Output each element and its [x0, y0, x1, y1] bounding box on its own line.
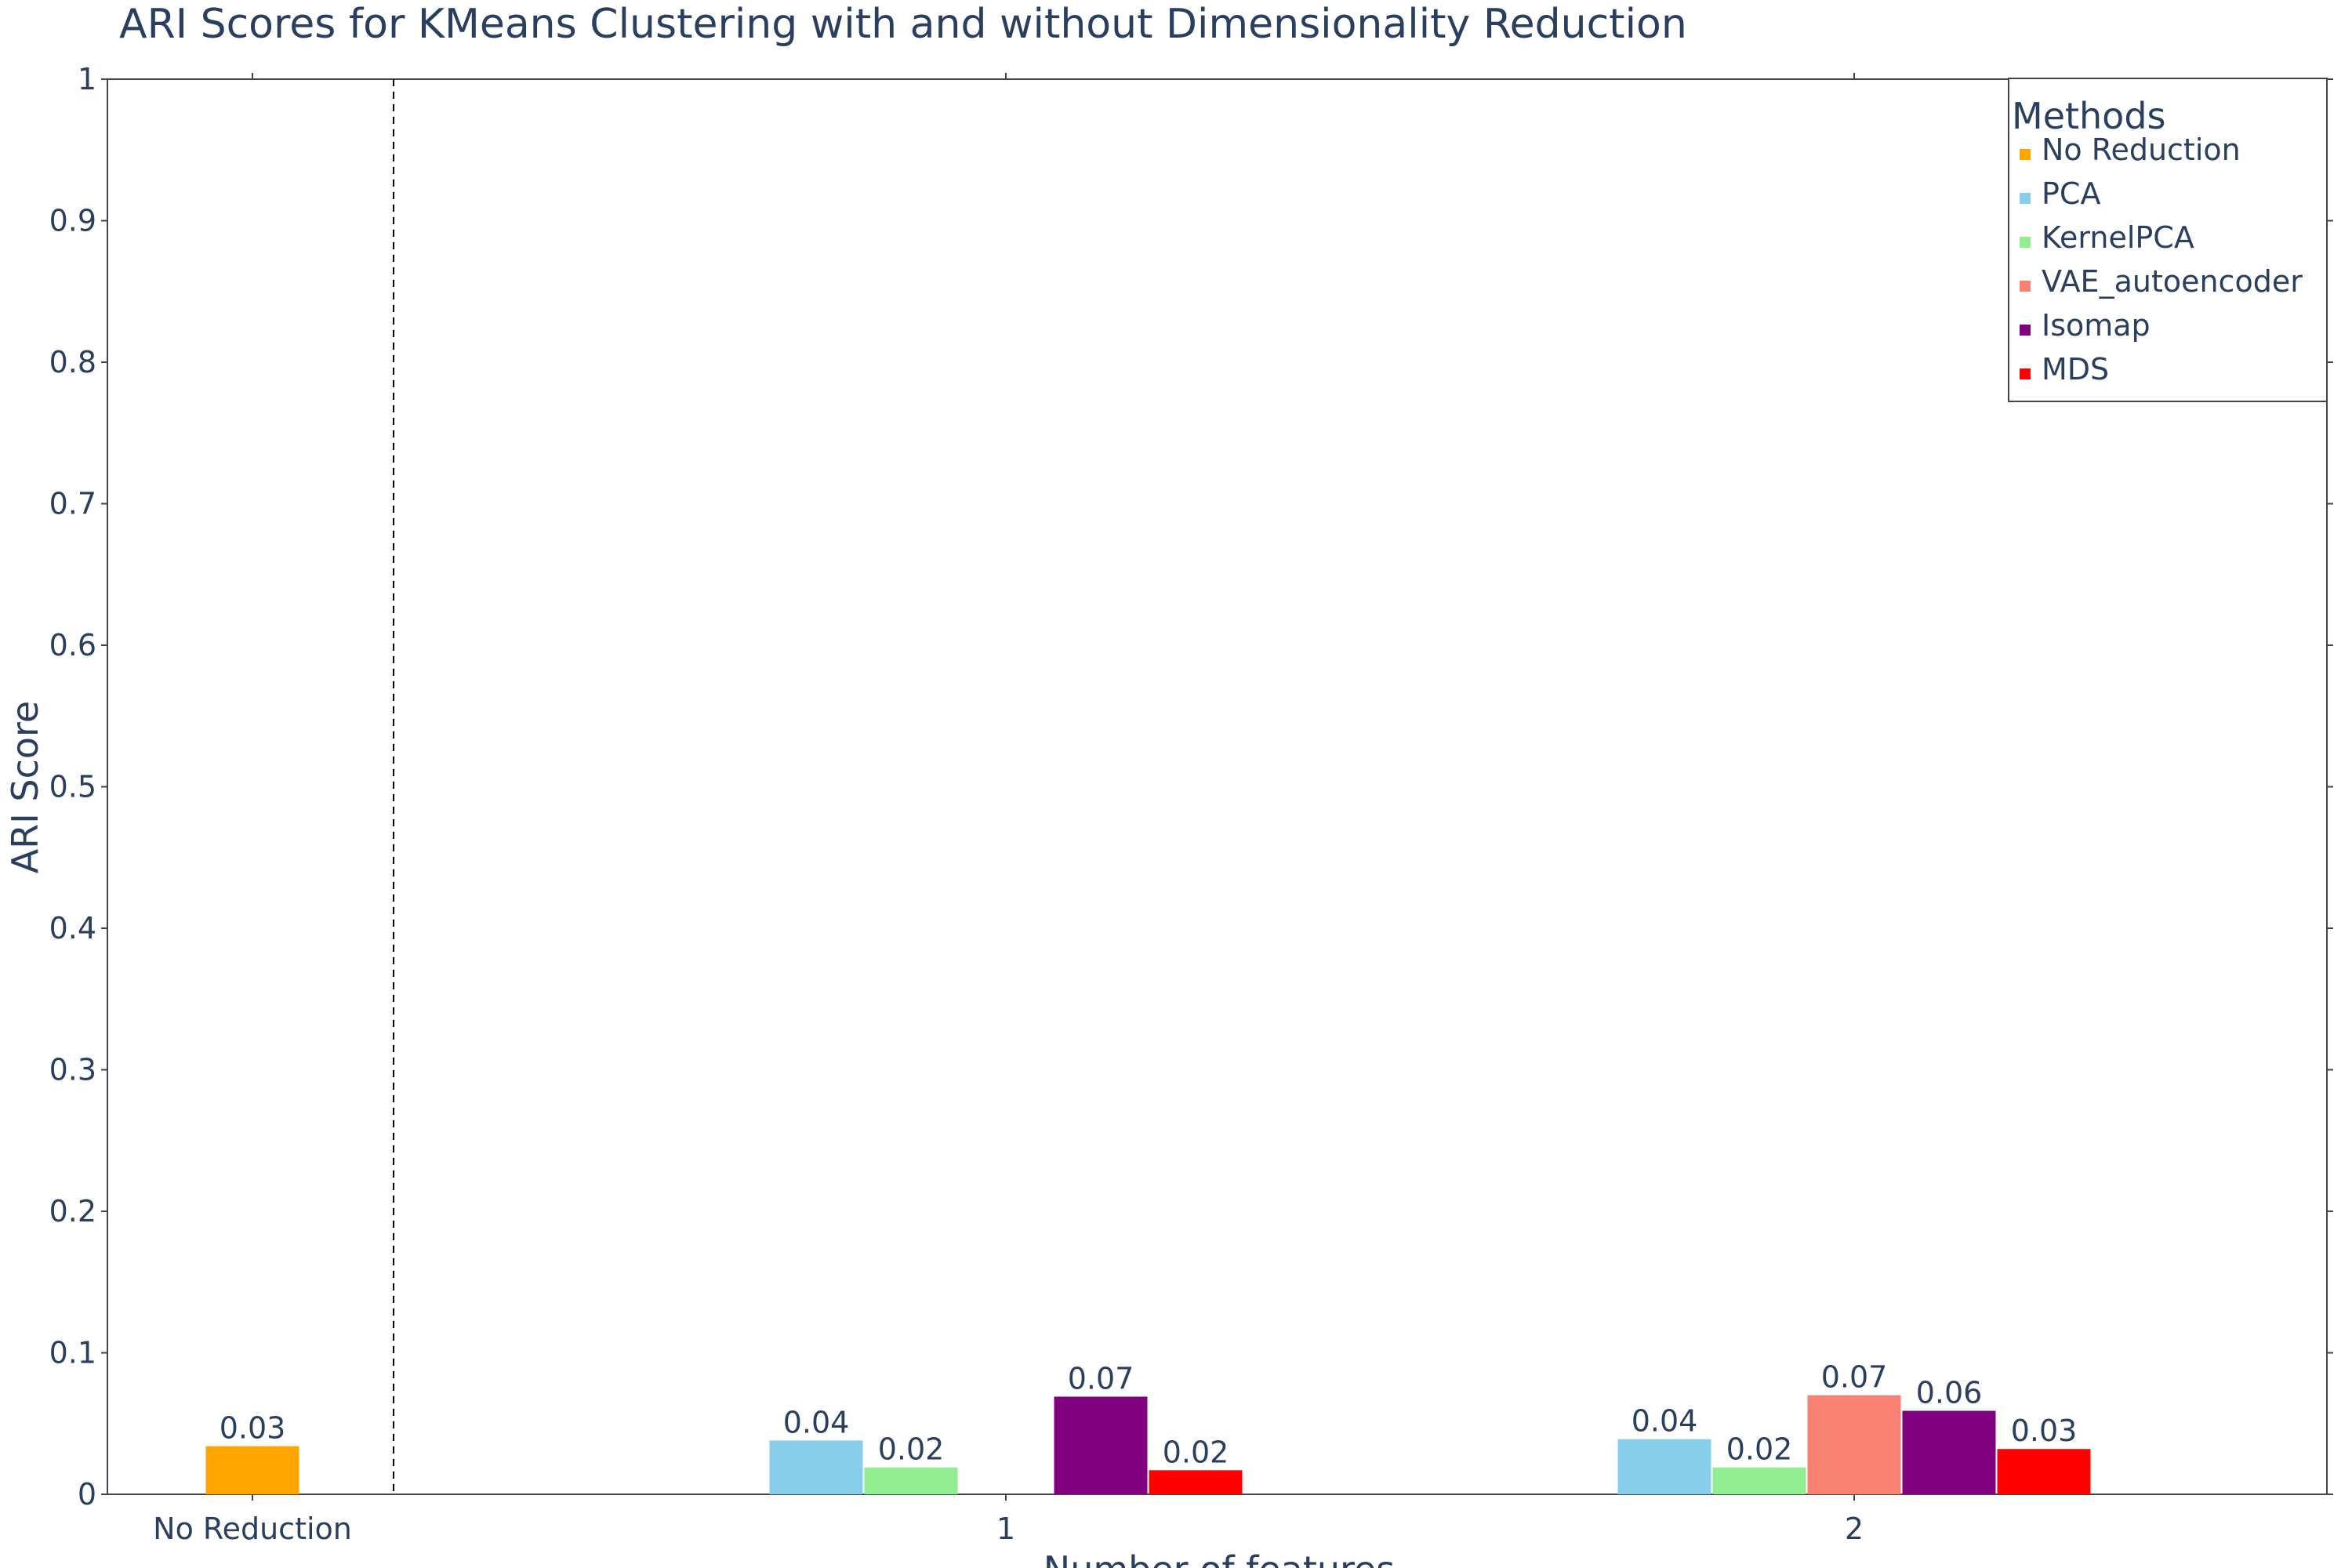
x-tick-label: No Reduction: [153, 1512, 352, 1546]
bar-value-label: 0.06: [1916, 1376, 1983, 1410]
bar-pca: [1617, 1439, 1711, 1494]
bar-vae-autoencoder: [1807, 1395, 1901, 1494]
y-tick-label: 0: [78, 1477, 96, 1512]
y-tick-label: 1: [78, 62, 96, 96]
legend-item-label: Isomap: [2042, 308, 2151, 343]
legend-swatch: [2020, 237, 2031, 248]
legend-swatch: [2020, 368, 2031, 379]
bar-value-label: 0.02: [1726, 1432, 1793, 1467]
bar-value-label: 0.04: [1632, 1404, 1698, 1439]
chart-title: ARI Scores for KMeans Clustering with an…: [119, 1, 1687, 48]
bar-mds: [1149, 1470, 1243, 1494]
legend-box: [2008, 78, 2328, 402]
legend-swatch: [2020, 281, 2031, 292]
bar-value-label: 0.07: [1821, 1360, 1888, 1395]
bar-kernelpca: [1712, 1467, 1806, 1494]
x-axis-title: Number of features: [1044, 1548, 1395, 1568]
plot-area: 0 0.1 0.2 0.3 0.4 0.5 0.6 0.7 0.8 0.9 1 No Reductio…: [49, 62, 2333, 1546]
bar-value-label: 0.03: [2011, 1414, 2078, 1448]
legend-item-label: MDS: [2042, 352, 2109, 387]
y-axis-title: ARI Score: [4, 701, 46, 873]
bar-value-label: 0.02: [878, 1432, 945, 1467]
bar-no-reduction: [205, 1446, 299, 1494]
x-tick-label: 1: [996, 1512, 1015, 1546]
bar-value-label: 0.04: [783, 1405, 850, 1439]
bar-mds: [1997, 1449, 2091, 1494]
y-tick-label: 0.1: [49, 1336, 96, 1370]
bar-isomap: [1902, 1410, 1996, 1494]
y-tick-label: 0.3: [49, 1053, 96, 1087]
y-tick-label: 0.6: [49, 628, 96, 662]
legend-swatch: [2020, 193, 2031, 204]
y-tick-label: 0.7: [49, 487, 96, 521]
y-tick-label: 0.5: [49, 770, 96, 804]
bar-kernelpca: [864, 1467, 958, 1494]
legend-swatch: [2020, 149, 2031, 160]
y-tick-label: 0.2: [49, 1194, 96, 1229]
bar-value-label: 0.07: [1068, 1361, 1134, 1396]
bar-pca: [769, 1440, 863, 1494]
legend-item-label: KernelPCA: [2042, 220, 2194, 255]
legend-swatch: [2020, 325, 2031, 336]
legend-title: Methods: [2012, 95, 2166, 137]
x-tick-label: 2: [1845, 1512, 1864, 1546]
y-tick-label: 0.4: [49, 911, 96, 946]
bar-value-label: 0.03: [220, 1411, 286, 1446]
legend-item-label: PCA: [2042, 176, 2100, 211]
legend-item-label: No Reduction: [2042, 132, 2241, 167]
y-tick-label: 0.9: [49, 204, 96, 238]
bar-value-label: 0.02: [1163, 1435, 1229, 1469]
bar-isomap: [1054, 1396, 1148, 1494]
plot-frame: [107, 78, 2328, 1495]
y-tick-label: 0.8: [49, 345, 96, 379]
legend-item-label: VAE_autoencoder: [2042, 264, 2303, 299]
